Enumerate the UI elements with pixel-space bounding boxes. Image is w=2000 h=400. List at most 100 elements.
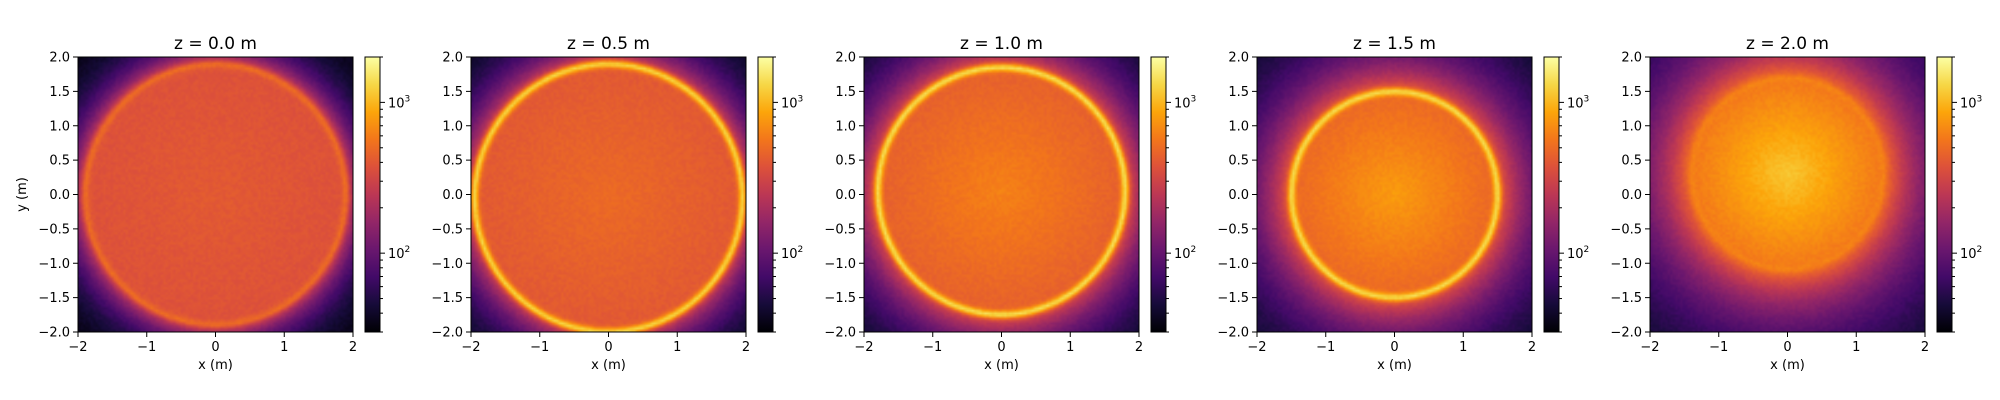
x-tick-label: 0 [997,340,1005,355]
y-tick-label: −1.0 [38,257,70,272]
x-tick-label: −2 [1640,340,1659,355]
y-tick-label: 0.5 [1228,154,1249,169]
colorbar-tick-label: 103 [781,94,803,111]
x-tick-label: 0 [1783,340,1791,355]
y-tick-label: 1.0 [442,119,463,134]
x-tick-label: −1 [923,340,942,355]
x-tick-label: −1 [137,340,156,355]
x-tick-label: 2 [349,340,357,355]
panel-title: z = 1.0 m [960,34,1043,54]
colorbar [758,57,773,332]
panel-2: z = 1.0 m −2 −1 0 1 2 x (m) 2.0 1.5 1.0 0.5 0.0 −0.5… [824,34,1196,373]
y-tick-label: −1.5 [431,291,463,306]
panel-title: z = 0.0 m [174,34,257,54]
colorbar [1151,57,1166,332]
x-tick-label: −2 [68,340,87,355]
y-tick-label: 1.0 [1228,119,1249,134]
y-tick-label: −1.0 [1610,257,1642,272]
y-axis-label: y (m) [15,177,30,212]
colorbar-tick-label: 103 [1567,94,1589,111]
y-tick-label: 0.0 [49,188,70,203]
panel-0: z = 0.0 m −2 −1 0 1 2 x (m) 2.0 1.5 1.0 0.5 0.0 −0.5… [15,34,410,373]
y-tick-label: 0.0 [442,188,463,203]
y-tick-label: 2.0 [1228,51,1249,66]
colorbar-tick-label: 103 [1174,94,1196,111]
x-axis-label: x (m) [984,358,1019,373]
x-tick-label: 1 [280,340,288,355]
y-tick-label: −1.0 [1217,257,1249,272]
x-tick-label: 2 [1528,340,1536,355]
y-tick-label: 0.0 [1621,188,1642,203]
x-tick-label: 2 [742,340,750,355]
y-tick-label: −0.5 [1217,222,1249,237]
x-tick-label: 0 [1390,340,1398,355]
y-tick-label: 1.0 [49,119,70,134]
x-tick-label: −1 [530,340,549,355]
x-tick-label: −1 [1316,340,1335,355]
x-tick-label: −1 [1709,340,1728,355]
y-tick-label: −1.5 [38,291,70,306]
y-tick-label: −2.0 [1217,326,1249,341]
y-tick-label: −1.0 [824,257,856,272]
y-tick-label: −1.5 [1610,291,1642,306]
y-tick-label: 1.5 [49,85,70,100]
x-tick-label: 2 [1135,340,1143,355]
colorbar-tick-label: 102 [1174,245,1196,262]
y-tick-label: −2.0 [38,326,70,341]
y-tick-label: 1.5 [442,85,463,100]
colorbar-frame [1543,56,1560,333]
y-tick-label: 0.0 [835,188,856,203]
panel-1: z = 0.5 m −2 −1 0 1 2 x (m) 2.0 1.5 1.0 0.5 0.0 −0.5… [431,34,803,373]
colorbar-tick-label: 102 [1960,245,1982,262]
x-tick-label: 0 [211,340,219,355]
panel-title: z = 0.5 m [567,34,650,54]
y-tick-label: −2.0 [1610,326,1642,341]
y-tick-label: 2.0 [835,51,856,66]
y-tick-label: 0.5 [1621,154,1642,169]
y-tick-label: 0.5 [442,154,463,169]
y-tick-label: −0.5 [38,222,70,237]
x-axis-label: x (m) [1770,358,1805,373]
colorbar [1544,57,1559,332]
x-axis-label: x (m) [198,358,233,373]
y-tick-label: −1.5 [824,291,856,306]
y-tick-label: −1.0 [431,257,463,272]
colorbar-tick-label: 103 [1960,94,1982,111]
x-tick-label: −2 [1247,340,1266,355]
colorbar-tick-label: 102 [781,245,803,262]
heatmap-image [1257,57,1532,332]
y-tick-label: 0.5 [49,154,70,169]
x-axis-label: x (m) [1377,358,1412,373]
y-tick-label: −0.5 [431,222,463,237]
heatmap-image [1650,57,1925,332]
y-tick-label: −0.5 [1610,222,1642,237]
x-tick-label: −2 [854,340,873,355]
y-tick-label: 1.0 [1621,119,1642,134]
x-axis-label: x (m) [591,358,626,373]
x-tick-label: −2 [461,340,480,355]
colorbar-frame [1150,56,1167,333]
y-tick-label: −2.0 [824,326,856,341]
y-tick-label: −2.0 [431,326,463,341]
panel-title: z = 1.5 m [1353,34,1436,54]
panel-title: z = 2.0 m [1746,34,1829,54]
x-tick-label: 0 [604,340,612,355]
panel-4: z = 2.0 m −2 −1 0 1 2 x (m) 2.0 1.5 1.0 0.5 0.0 −0.5… [1610,34,1982,373]
y-tick-label: 0.0 [1228,188,1249,203]
y-tick-label: 2.0 [49,51,70,66]
heatmap-image [78,57,353,332]
colorbar-frame [757,56,774,333]
y-tick-label: −0.5 [824,222,856,237]
panel-3: z = 1.5 m −2 −1 0 1 2 x (m) 2.0 1.5 1.0 0.5 0.0 −0.5… [1217,34,1589,373]
colorbar-tick-label: 102 [1567,245,1589,262]
colorbar-tick-label: 102 [388,245,410,262]
y-tick-label: 0.5 [835,154,856,169]
y-tick-label: 2.0 [1621,51,1642,66]
x-tick-label: 1 [1066,340,1074,355]
y-tick-label: 1.0 [835,119,856,134]
heatmap-image [471,57,746,332]
x-tick-label: 1 [1459,340,1467,355]
y-tick-label: −1.5 [1217,291,1249,306]
y-tick-label: 1.5 [1228,85,1249,100]
